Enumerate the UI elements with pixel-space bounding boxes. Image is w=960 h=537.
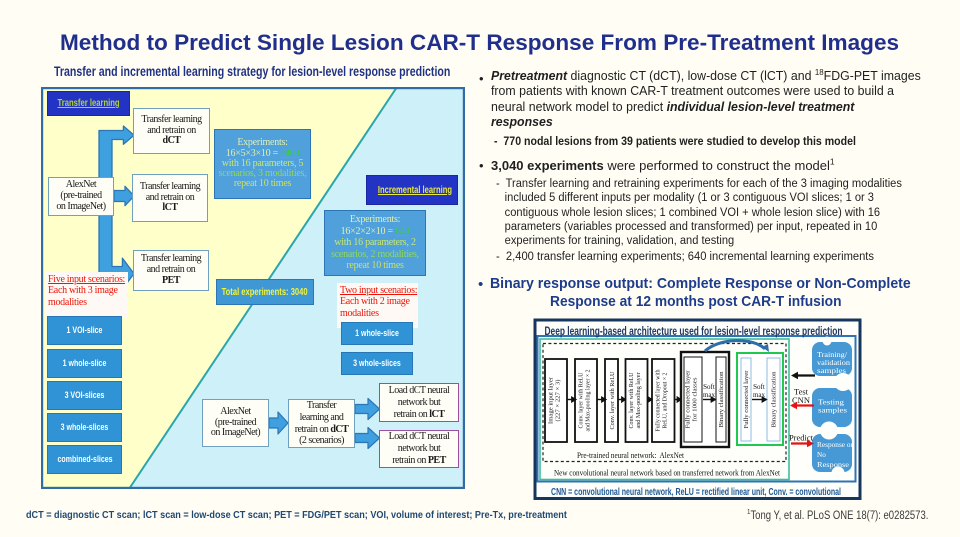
svg-text:Soft: Soft bbox=[703, 383, 715, 391]
svg-text:samples: samples bbox=[817, 367, 846, 375]
svg-text:for 1000 classes: for 1000 classes bbox=[692, 377, 699, 422]
svg-text:Response or: Response or bbox=[817, 441, 854, 449]
svg-text:Deep learning-based architectu: Deep learning-based architecture used fo… bbox=[545, 326, 843, 338]
svg-text:No: No bbox=[817, 451, 826, 459]
svg-text:Test: Test bbox=[794, 387, 809, 397]
svg-text:Response: Response bbox=[817, 461, 849, 469]
svg-text:samples: samples bbox=[818, 407, 847, 415]
svg-text:Binary classification: Binary classification bbox=[771, 371, 778, 428]
svg-text:Training/: Training/ bbox=[817, 351, 847, 359]
svg-text:and Max-pooling layer: and Max-pooling layer bbox=[635, 372, 642, 429]
svg-text:Pre-trained neural network: A: Pre-trained neural network: AlexNet bbox=[577, 450, 684, 460]
svg-text:Image input layer: Image input layer bbox=[548, 376, 555, 424]
svg-text:New convolutional neural netwo: New convolutional neural network based o… bbox=[554, 468, 780, 478]
svg-text:Soft: Soft bbox=[753, 383, 765, 391]
svg-text:Fully connected layer: Fully connected layer bbox=[743, 370, 750, 429]
svg-text:CNN = convolutional neural net: CNN = convolutional neural network, ReLU… bbox=[551, 487, 841, 498]
svg-text:ReLU, and Dropout × 2: ReLU, and Dropout × 2 bbox=[662, 373, 669, 429]
svg-text:and Max-pooling layer × 2: and Max-pooling layer × 2 bbox=[585, 370, 592, 432]
svg-text:max: max bbox=[753, 391, 766, 399]
svg-text:validation: validation bbox=[817, 359, 850, 367]
svg-text:Conv. layer with ReLU: Conv. layer with ReLU bbox=[578, 372, 585, 428]
svg-text:Conv. layer with ReLU: Conv. layer with ReLU bbox=[609, 371, 616, 429]
svg-text:CNN: CNN bbox=[792, 395, 810, 405]
svg-text:Fully connected layer with: Fully connected layer with bbox=[655, 369, 662, 432]
svg-text:Binary classification: Binary classification bbox=[718, 371, 725, 428]
svg-text:(227 × 227 × 3): (227 × 227 × 3) bbox=[555, 380, 562, 422]
svg-text:Conv. layer with ReLU: Conv. layer with ReLU bbox=[628, 372, 635, 428]
svg-text:Fully connected layer: Fully connected layer bbox=[685, 370, 692, 429]
svg-text:Predict: Predict bbox=[789, 433, 814, 443]
svg-text:Testing: Testing bbox=[818, 399, 844, 407]
svg-text:max: max bbox=[703, 391, 716, 399]
